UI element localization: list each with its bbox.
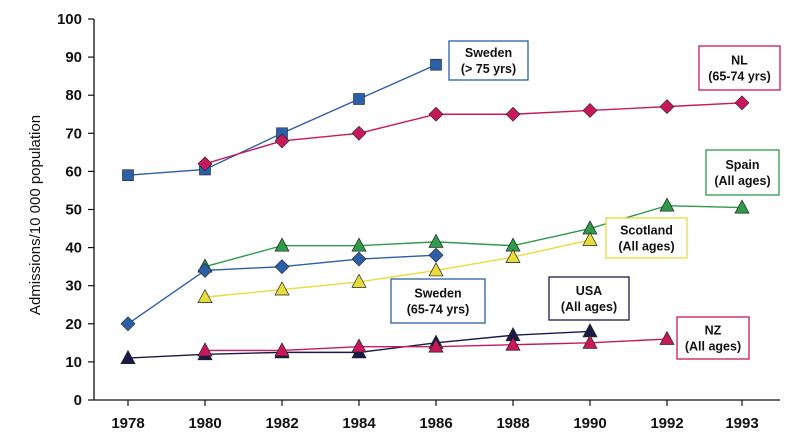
y-tick-label: 40 (65, 240, 82, 257)
series-sweden6574 (120, 247, 444, 332)
data-point-triangle (197, 342, 213, 357)
data-point-triangle (659, 330, 675, 345)
data-point-diamond (505, 106, 521, 122)
data-point-triangle (505, 248, 521, 263)
y-axis-label: Admissions/10 000 population (27, 115, 44, 315)
callout-label: (65-74 yrs) (708, 70, 771, 84)
data-point-triangle (274, 342, 290, 357)
data-point-triangle (351, 338, 367, 353)
callout-sweden75: Sweden (> 75 yrs) (448, 40, 529, 81)
callout-scotland: Scotland (All ages) (605, 217, 688, 259)
series-line-scotland (204, 239, 591, 298)
data-point-diamond (351, 251, 367, 267)
x-tick-label: 1980 (188, 415, 221, 432)
data-point-triangle (582, 334, 598, 349)
y-tick-label: 90 (65, 49, 82, 66)
data-point-triangle (428, 233, 444, 248)
callout-nz: NZ (All ages) (676, 316, 750, 360)
data-point-diamond (582, 103, 598, 118)
x-tick-label: 1990 (573, 415, 606, 432)
series-line-nl (204, 102, 743, 165)
y-tick-label: 70 (65, 125, 82, 142)
callout-label: NZ (705, 324, 722, 338)
x-tick-label: 1984 (342, 415, 376, 432)
x-tick-label: 1986 (419, 415, 452, 432)
callout-box (705, 149, 780, 196)
callout-box (448, 40, 529, 81)
series-layer (120, 58, 750, 364)
y-tick-label: 60 (65, 163, 82, 180)
x-tick-label: 1992 (650, 415, 683, 432)
data-point-triangle (428, 338, 444, 353)
callout-nl: NL (65-74 yrs) (698, 45, 781, 91)
y-tick-label: 20 (65, 316, 82, 333)
y-tick-label: 10 (65, 354, 82, 371)
data-point-diamond (659, 99, 675, 115)
y-tick-label: 50 (65, 202, 82, 219)
callout-box (676, 316, 750, 360)
data-point-diamond (734, 95, 750, 111)
data-point-diamond (428, 247, 444, 263)
data-point-square (122, 169, 134, 182)
callout-label: NL (731, 54, 748, 68)
data-point-triangle (274, 281, 290, 296)
x-tick-label: 1988 (496, 415, 529, 432)
callout-label: (All ages) (714, 174, 770, 188)
series-nz (197, 330, 675, 357)
data-point-triangle (428, 262, 444, 277)
series-nl (197, 95, 750, 172)
y-tick-label: 100 (57, 11, 82, 28)
series-callouts: Sweden (> 75 yrs) NL (65-74 yrs) Spain (All a… (390, 40, 781, 360)
data-point-diamond (428, 106, 444, 122)
data-point-diamond (197, 156, 213, 172)
callout-spain: Spain (All ages) (705, 149, 780, 196)
callout-box (548, 276, 630, 321)
callout-label: Scotland (620, 224, 673, 238)
data-point-triangle (659, 197, 675, 212)
callout-label: (> 75 yrs) (461, 62, 516, 76)
y-tick-label: 30 (65, 278, 82, 295)
axis-ticks: 0 10 20 30 40 50 60 70 80 90 100 1978 1980 1982 1984 19… (57, 11, 759, 432)
callout-label: Sweden (414, 287, 461, 301)
callout-label: USA (576, 284, 602, 298)
series-line-sweden75 (127, 64, 437, 176)
series-line-spain (204, 204, 743, 268)
data-point-diamond (120, 316, 136, 332)
data-point-triangle (351, 273, 367, 288)
data-point-diamond (274, 133, 290, 149)
x-tick-label: 1978 (111, 415, 144, 432)
data-point-triangle (120, 349, 136, 364)
y-tick-label: 0 (74, 392, 82, 409)
callout-label: (All ages) (618, 240, 674, 254)
data-point-square (353, 93, 365, 105)
data-point-diamond (274, 259, 290, 275)
data-point-triangle (582, 231, 598, 246)
callout-label: (65-74 yrs) (407, 303, 470, 317)
callout-box (605, 217, 688, 259)
x-tick-label: 1993 (725, 415, 758, 432)
callout-usa: USA (All ages) (548, 276, 630, 321)
x-tick-label: 1982 (265, 415, 298, 432)
data-point-diamond (197, 263, 213, 278)
callout-label: (All ages) (685, 340, 741, 354)
data-point-triangle (274, 237, 290, 252)
callout-label: (All ages) (561, 300, 617, 314)
callout-label: Spain (725, 158, 759, 172)
series-sweden75 (122, 58, 442, 182)
callout-box (390, 278, 486, 324)
callout-label: Sweden (465, 46, 512, 60)
y-tick-label: 80 (65, 87, 82, 104)
callout-sweden6574: Sweden (65-74 yrs) (390, 278, 486, 324)
data-point-triangle (505, 336, 521, 351)
data-point-square (430, 58, 442, 71)
data-point-triangle (351, 237, 367, 252)
callout-box (698, 45, 781, 91)
data-point-triangle (734, 199, 750, 214)
series-scotland (197, 231, 598, 303)
data-point-diamond (351, 125, 367, 141)
data-point-triangle (197, 288, 213, 303)
